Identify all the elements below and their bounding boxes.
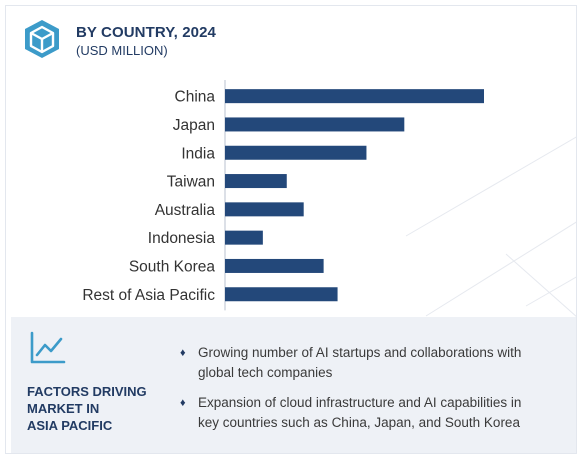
category-label: Rest of Asia Pacific — [82, 287, 215, 304]
factor-text-line: Growing number of AI startups and collab… — [198, 345, 522, 360]
bar-rest-of-asia-pacific — [225, 287, 338, 302]
factor-item: ♦ Expansion of cloud infrastructure and … — [178, 393, 573, 433]
category-label: Indonesia — [148, 230, 216, 247]
factors-title-line: ASIA PACIFIC — [27, 418, 113, 433]
bar-china — [225, 89, 484, 104]
chart-subtitle: (USD MILLION) — [76, 43, 168, 58]
factor-text-line: Expansion of cloud infrastructure and AI… — [198, 395, 522, 410]
factor-item: ♦ Growing number of AI startups and coll… — [178, 343, 573, 383]
factors-list: ♦ Growing number of AI startups and coll… — [178, 343, 573, 443]
category-label: Taiwan — [167, 174, 215, 191]
bar-india — [225, 145, 367, 160]
diamond-bullet-icon: ♦ — [180, 397, 186, 409]
country-bar-chart: China Japan India Taiwan Australia Indonesia S… — [82, 80, 484, 311]
factors-title-line: MARKET IN — [27, 401, 100, 416]
cube-outline-icon — [25, 20, 59, 58]
bar-indonesia — [225, 230, 263, 245]
factors-panel: FACTORS DRIVING MARKET IN ASIA PACIFIC ♦… — [11, 317, 576, 453]
category-label: Australia — [155, 202, 216, 219]
category-label: Japan — [173, 117, 215, 134]
decorative-lines — [405, 136, 576, 317]
infographic-card: BY COUNTRY, 2024 (USD MILLION) China Japa… — [5, 5, 577, 454]
chart-title: BY COUNTRY, 2024 — [76, 24, 216, 41]
line-chart-icon — [30, 331, 66, 364]
category-label: India — [181, 145, 215, 162]
bar-australia — [225, 202, 304, 217]
diamond-bullet-icon: ♦ — [180, 347, 186, 359]
bar-taiwan — [225, 174, 287, 189]
factors-title: FACTORS DRIVING MARKET IN ASIA PACIFIC — [27, 383, 177, 434]
bar-south-korea — [225, 258, 324, 273]
category-label: South Korea — [129, 258, 216, 275]
factors-title-line: FACTORS DRIVING — [27, 384, 147, 399]
category-label: China — [175, 89, 216, 106]
factor-text-line: key countries such as China, Japan, and … — [198, 415, 520, 430]
factor-text-line: global tech companies — [198, 365, 333, 380]
bar-japan — [225, 117, 405, 132]
